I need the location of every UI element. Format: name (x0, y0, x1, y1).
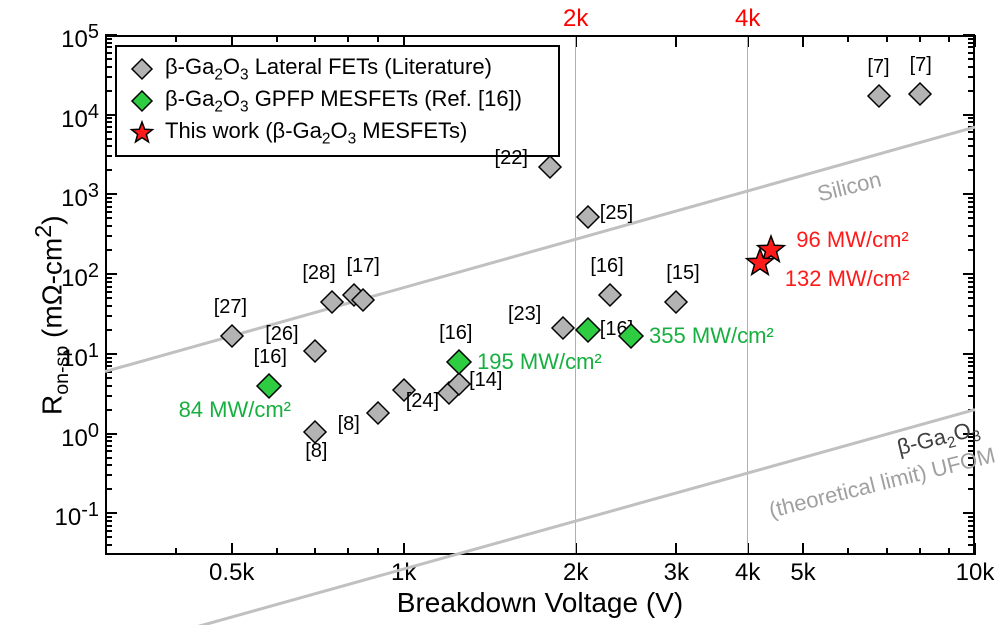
x-tick-label: 10k (950, 559, 1000, 587)
point-ref-label: [8] (305, 440, 327, 463)
point-ref-label: [16] (439, 322, 472, 345)
point-ref-label: [8] (338, 413, 360, 436)
point-ref-label: [26] (265, 323, 298, 346)
literature-marker (908, 82, 932, 106)
point-ref-label: [16] (590, 255, 623, 278)
point-annotation: 195 MW/cm² (477, 349, 602, 375)
literature-marker (366, 401, 390, 425)
y-tick-label: 103 (61, 180, 99, 213)
y-tick-label: 101 (61, 340, 99, 373)
x-tick-label: 0.5k (207, 559, 257, 587)
chart-root: Ron-sp (mΩ-cm2) Breakdown Voltage (V) β-… (0, 0, 1000, 625)
literature-marker (351, 288, 375, 312)
literature-marker (320, 290, 344, 314)
x-tick-label: 2k (551, 559, 601, 587)
point-ref-label: [16] (254, 346, 287, 369)
point-annotation: 355 MW/cm² (649, 323, 774, 349)
top-marker-label: 4k (728, 5, 768, 33)
literature-marker (598, 283, 622, 307)
point-ref-label: [15] (666, 262, 699, 285)
literature-marker (220, 324, 244, 348)
y-tick-label: 100 (61, 420, 99, 453)
gpfp-marker (618, 323, 644, 349)
point-annotation: 132 MW/cm² (785, 266, 910, 292)
gpfp-marker (575, 317, 601, 343)
y-axis-label: Ron-sp (mΩ-cm2) (30, 215, 74, 415)
point-ref-label: [24] (406, 390, 439, 413)
x-tick-label: 4k (723, 559, 773, 587)
x-tick-label: 3k (651, 559, 701, 587)
point-annotation: 84 MW/cm² (179, 397, 291, 423)
literature-marker (538, 155, 562, 179)
gpfp-marker (256, 373, 282, 399)
point-annotation: 96 MW/cm² (796, 227, 908, 253)
gpfp-marker (446, 349, 472, 375)
x-axis-label: Breakdown Voltage (V) (380, 587, 700, 619)
point-ref-label: [25] (600, 202, 633, 225)
point-ref-label: [23] (508, 303, 541, 326)
point-ref-label: [28] (302, 262, 335, 285)
point-ref-label: [17] (346, 255, 379, 278)
point-ref-label: [27] (214, 296, 247, 319)
literature-marker (551, 316, 575, 340)
y-tick-label: 105 (61, 21, 99, 54)
y-tick-label: 10-1 (55, 499, 100, 532)
y-tick-label: 102 (61, 260, 99, 293)
point-ref-label: [7] (910, 54, 932, 77)
literature-marker (867, 84, 891, 108)
top-marker-label: 2k (556, 5, 596, 33)
this_work-marker (745, 248, 775, 278)
point-ref-label: [7] (867, 56, 889, 79)
point-ref-label: [22] (495, 147, 528, 170)
literature-marker (664, 290, 688, 314)
literature-marker (303, 339, 327, 363)
y-tick-label: 104 (61, 101, 99, 134)
literature-marker (576, 205, 600, 229)
x-tick-label: 5k (778, 559, 828, 587)
